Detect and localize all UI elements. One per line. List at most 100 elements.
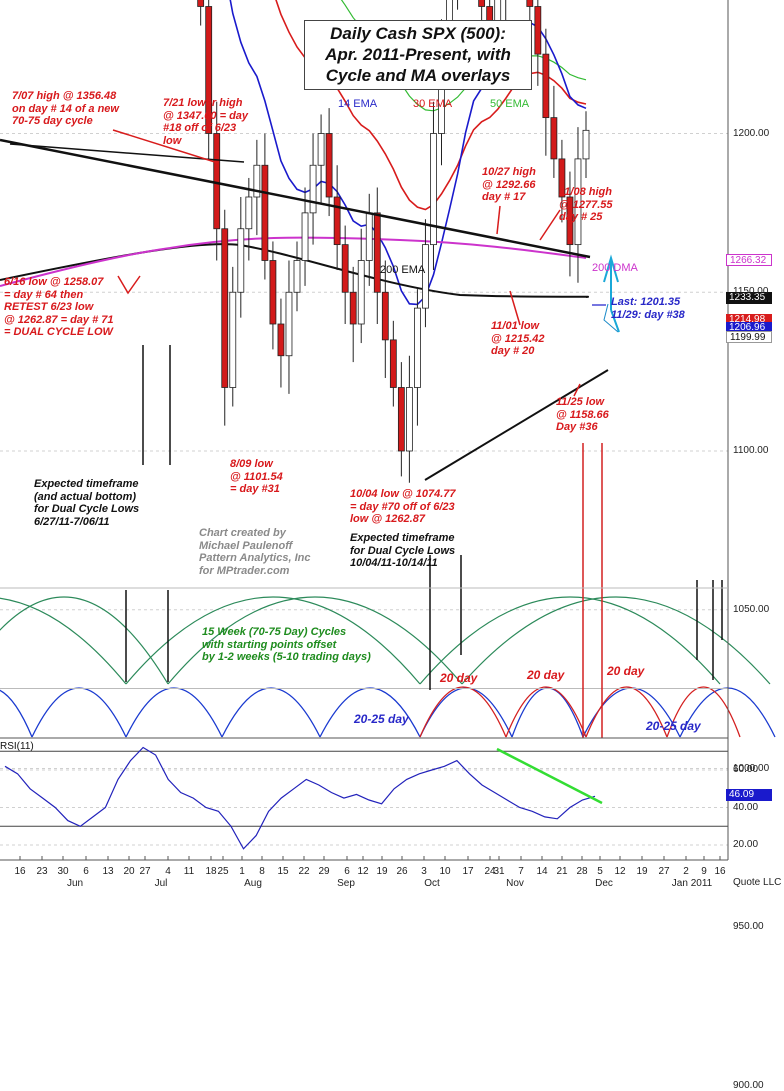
candle-body <box>341 244 349 293</box>
x-tick-label: 10 <box>439 866 451 877</box>
label-2025-1: 20-25 day <box>354 712 409 726</box>
x-tick-label: 14 <box>536 866 548 877</box>
x-tick-label: 9 <box>701 866 707 877</box>
candle-body <box>478 0 486 7</box>
candle-body <box>405 387 413 452</box>
rsi-panel <box>4 746 603 850</box>
annotation-0721-high: 7/21 lower high @ 1347.00 = day #18 off … <box>163 97 249 147</box>
candle-body <box>582 129 590 160</box>
cycle-overlays <box>0 596 776 738</box>
title-line-2: Apr. 2011-Present, with <box>325 45 511 64</box>
x-tick-label: 27 <box>658 866 670 877</box>
x-tick-label: 27 <box>139 866 151 877</box>
candle-body <box>229 291 237 388</box>
y-tick-label: 950.00 <box>733 921 764 933</box>
tag-last: 1199.99 <box>726 331 772 343</box>
annotation-expected-1: Expected timeframe (and actual bottom) f… <box>34 478 140 528</box>
x-tick-label: 22 <box>298 866 310 877</box>
annotation-expected-2: Expected timeframe for Dual Cycle Lows 1… <box>350 532 456 569</box>
candle-body <box>333 196 341 246</box>
x-tick-label: 26 <box>396 866 408 877</box>
x-month-label: Sep <box>337 878 355 889</box>
label-200ema: 200 EMA <box>380 264 426 276</box>
candle-body <box>213 133 221 230</box>
candle-body <box>422 244 429 309</box>
cycle-arc <box>585 686 668 738</box>
candle-body <box>574 158 582 246</box>
cycle-arc <box>505 686 587 738</box>
resistance-trendline <box>0 138 591 259</box>
ema30-line <box>275 0 587 211</box>
candle-body <box>566 196 574 246</box>
cycle-arc <box>125 596 421 685</box>
x-tick-label: 24 <box>484 866 496 877</box>
candle-body <box>285 291 293 357</box>
label-20day-1: 20 day <box>440 671 478 685</box>
label-2025-2: 20-25 day <box>646 719 701 733</box>
x-tick-label: 12 <box>614 866 626 877</box>
x-month-label: Oct <box>424 878 440 889</box>
x-tick-label: 13 <box>102 866 114 877</box>
x-month-label: Jul <box>154 878 168 889</box>
x-tick-label: 29 <box>318 866 330 877</box>
x-tick-label: 16 <box>714 866 726 877</box>
x-tick-label: 19 <box>636 866 648 877</box>
candle-body <box>317 133 325 166</box>
chart-markers <box>0 129 723 738</box>
x-tick-label: 7 <box>518 866 524 877</box>
annotation-0809-low: 8/09 low @ 1101.54 = day #31 <box>230 458 283 495</box>
candle-body <box>373 212 381 293</box>
x-tick-label: 8 <box>259 866 265 877</box>
x-tick-label: 31 <box>493 866 505 877</box>
annotation-1004-low: 10/04 low @ 1074.77 = day #70 off of 6/2… <box>350 488 456 525</box>
x-tick-label: 6 <box>344 866 350 877</box>
candle-body <box>357 260 365 325</box>
pointer-1108 <box>539 209 561 241</box>
cycle-arc <box>0 689 33 738</box>
annotation-last: Last: 1201.35 11/29: day #38 <box>611 296 685 321</box>
dma200-line <box>0 236 587 287</box>
candle-body <box>534 6 542 55</box>
annotation-1125-low: 11/25 low @ 1158.66 Day #36 <box>556 396 609 433</box>
x-tick-label: 11 <box>183 866 195 877</box>
x-tick-label: 30 <box>57 866 69 877</box>
pointer-1125 <box>573 383 581 397</box>
annotation-0616-low: 6/16 low @ 1258.07 = day # 64 then RETES… <box>4 276 114 338</box>
candle-body <box>325 133 333 198</box>
rsi-trendline <box>496 747 603 805</box>
candle-body <box>550 117 558 160</box>
y-tick-label: 1100.00 <box>733 445 769 456</box>
candle-body <box>301 212 309 261</box>
candle-body <box>221 228 229 388</box>
cycle-arc <box>0 597 127 685</box>
last-marker <box>603 303 619 333</box>
x-tick-label: 28 <box>576 866 588 877</box>
candle-body <box>526 0 534 7</box>
candle-body <box>542 53 550 119</box>
candle-body <box>389 339 397 388</box>
cycle-arc <box>0 596 169 685</box>
x-tick-label: 16 <box>14 866 26 877</box>
candle-body <box>253 164 261 198</box>
cycle-arc <box>666 686 741 738</box>
label-20day-2: 20 day <box>527 668 565 682</box>
candle-body <box>205 6 213 134</box>
cycle-arc <box>167 596 463 685</box>
x-tick-label: 20 <box>123 866 135 877</box>
chart-title: Daily Cash SPX (500): Apr. 2011-Present,… <box>304 20 532 90</box>
annotation-1101-low: 11/01 low @ 1215.42 day # 20 <box>491 320 545 357</box>
candle-body <box>237 228 245 293</box>
rsi-tick-label: 40.00 <box>733 801 759 813</box>
y-tick-label: 900.00 <box>733 1080 764 1091</box>
annotation-1108-high: 11/08 high @ 1277.55 day # 25 <box>559 186 613 223</box>
pointer-0616 <box>117 275 141 295</box>
x-month-label: Jan 2011 <box>671 878 713 889</box>
candle-body <box>261 164 269 261</box>
grid-lines <box>0 133 728 846</box>
x-tick-label: 12 <box>357 866 369 877</box>
candle-body <box>197 0 205 7</box>
label-200dma: 200 DMA <box>592 262 638 274</box>
y-tick-label: 1050.00 <box>733 603 770 615</box>
title-line-3: Cycle and MA overlays <box>325 66 511 85</box>
x-tick-label: 23 <box>36 866 48 877</box>
